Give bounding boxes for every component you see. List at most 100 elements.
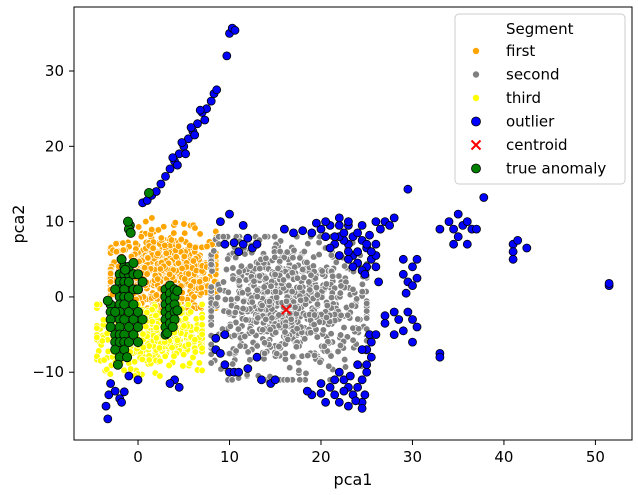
second-point [327, 251, 336, 259]
second-point [226, 322, 234, 330]
outlier-point [362, 239, 372, 249]
second-point [262, 315, 270, 324]
second-point [246, 356, 254, 364]
second-point [246, 262, 254, 270]
outlier-point [343, 254, 353, 264]
first-point [112, 240, 120, 248]
second-point [275, 342, 283, 351]
outlier-point [343, 401, 353, 411]
second-point [235, 277, 243, 285]
outlier-point [206, 96, 216, 106]
outlier-point [106, 379, 115, 388]
third-point [173, 336, 182, 344]
first-point [171, 219, 179, 227]
outlier-point [401, 288, 411, 298]
second-point [353, 295, 361, 303]
legend-entry-first: first [472, 42, 535, 60]
outlier-point [357, 345, 367, 355]
second-point [219, 278, 228, 286]
true-anomaly-point [172, 305, 183, 316]
second-point [313, 291, 322, 299]
second-point [262, 274, 270, 282]
second-point [340, 262, 349, 270]
third-point [184, 300, 192, 309]
series-centroid [281, 304, 292, 315]
second-point [267, 282, 275, 290]
outlier-point [186, 123, 196, 132]
centroid-point [281, 304, 292, 315]
outlier-point [362, 367, 372, 377]
legend-entry-second: second [472, 66, 560, 84]
outlier-point [408, 281, 417, 291]
outlier-point [357, 220, 367, 230]
y-tick-label: −10 [32, 363, 64, 381]
third-point [98, 337, 106, 345]
outlier-point [371, 239, 381, 249]
second-point [304, 351, 312, 360]
second-point [327, 330, 335, 338]
outlier-point [508, 254, 518, 264]
second-point [286, 364, 294, 372]
second-point [316, 358, 324, 366]
outlier-point [444, 217, 454, 227]
second-point [214, 293, 222, 302]
true-anomaly-point [110, 284, 121, 295]
outlier-point [508, 247, 518, 257]
x-tick-label: 40 [494, 448, 513, 466]
second-point [212, 300, 220, 308]
outlier-point [462, 239, 472, 249]
second-point [282, 297, 291, 305]
x-axis-ticks: 0 10 20 30 40 50 [133, 440, 605, 466]
true-anomaly-point [125, 227, 136, 238]
x-tick-label: 0 [133, 448, 143, 466]
second-point [315, 250, 323, 259]
outlier-point [222, 51, 232, 61]
second-point [210, 247, 218, 255]
first-point [154, 275, 162, 283]
second-point [272, 328, 280, 337]
second-point [207, 307, 215, 315]
first-point [180, 220, 188, 228]
y-axis-label: pca2 [9, 205, 28, 244]
y-tick-label: 0 [54, 288, 64, 306]
second-point [231, 308, 239, 317]
legend-entry-centroid: centroid [470, 136, 568, 154]
second-point [320, 342, 328, 350]
third-point [139, 330, 147, 338]
first-point [148, 225, 156, 234]
second-point [207, 321, 215, 329]
second-point [323, 301, 331, 310]
first-point [181, 275, 189, 283]
second-point [340, 323, 348, 332]
second-point [228, 376, 236, 384]
outlier-point [215, 348, 225, 358]
second-point [248, 298, 256, 306]
series-true-anomaly [102, 187, 183, 370]
first-point [165, 270, 174, 278]
second-point [363, 299, 371, 308]
true-anomaly-point [112, 359, 123, 370]
outlier-point [357, 403, 367, 413]
first-point [112, 248, 121, 256]
second-point [233, 294, 241, 303]
second-point [244, 348, 252, 356]
second-point [290, 246, 298, 254]
true-anomaly-point [123, 216, 134, 227]
third-point [195, 359, 204, 367]
outlier-point [403, 184, 413, 194]
outlier-point [360, 269, 370, 279]
third-point [93, 333, 101, 342]
outlier-point [156, 179, 166, 189]
third-point [138, 355, 146, 364]
outlier-point [334, 220, 344, 230]
third-point [130, 358, 139, 366]
second-point [336, 289, 344, 297]
first-point [154, 226, 163, 234]
second-point [266, 325, 274, 334]
third-point [181, 314, 190, 323]
first-point [161, 241, 169, 250]
second-point [239, 304, 247, 313]
first-point [189, 257, 198, 265]
first-point [197, 284, 205, 292]
first-point [180, 252, 189, 261]
